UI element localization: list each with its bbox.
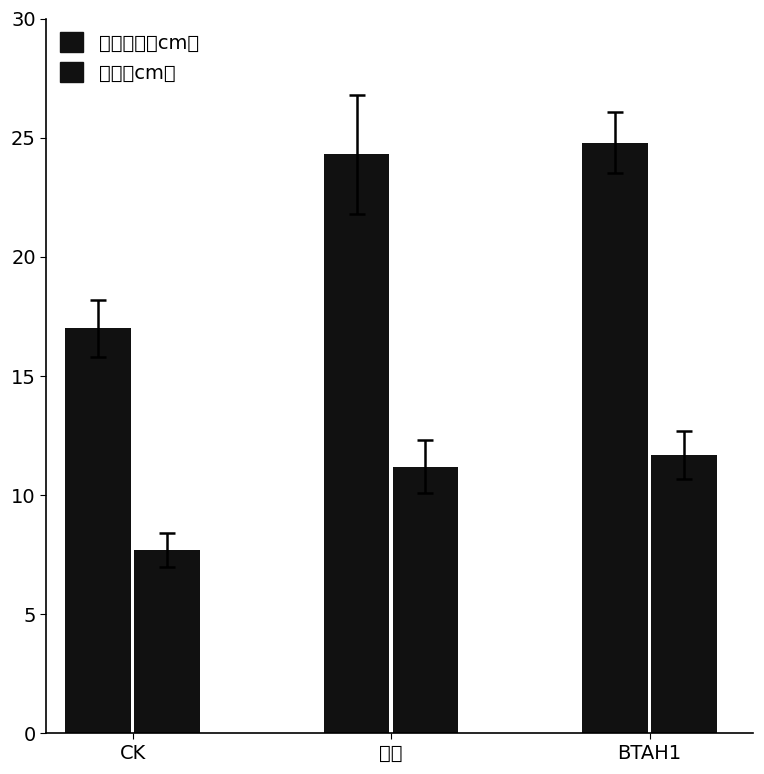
Bar [134, 550, 199, 734]
Bar [651, 454, 717, 734]
Bar [393, 467, 458, 734]
Legend: 植株高度（cm）, 根长（cm）: 植株高度（cm）, 根长（cm） [52, 25, 207, 91]
Bar [582, 142, 648, 734]
Bar [324, 155, 390, 734]
Bar [66, 328, 131, 734]
